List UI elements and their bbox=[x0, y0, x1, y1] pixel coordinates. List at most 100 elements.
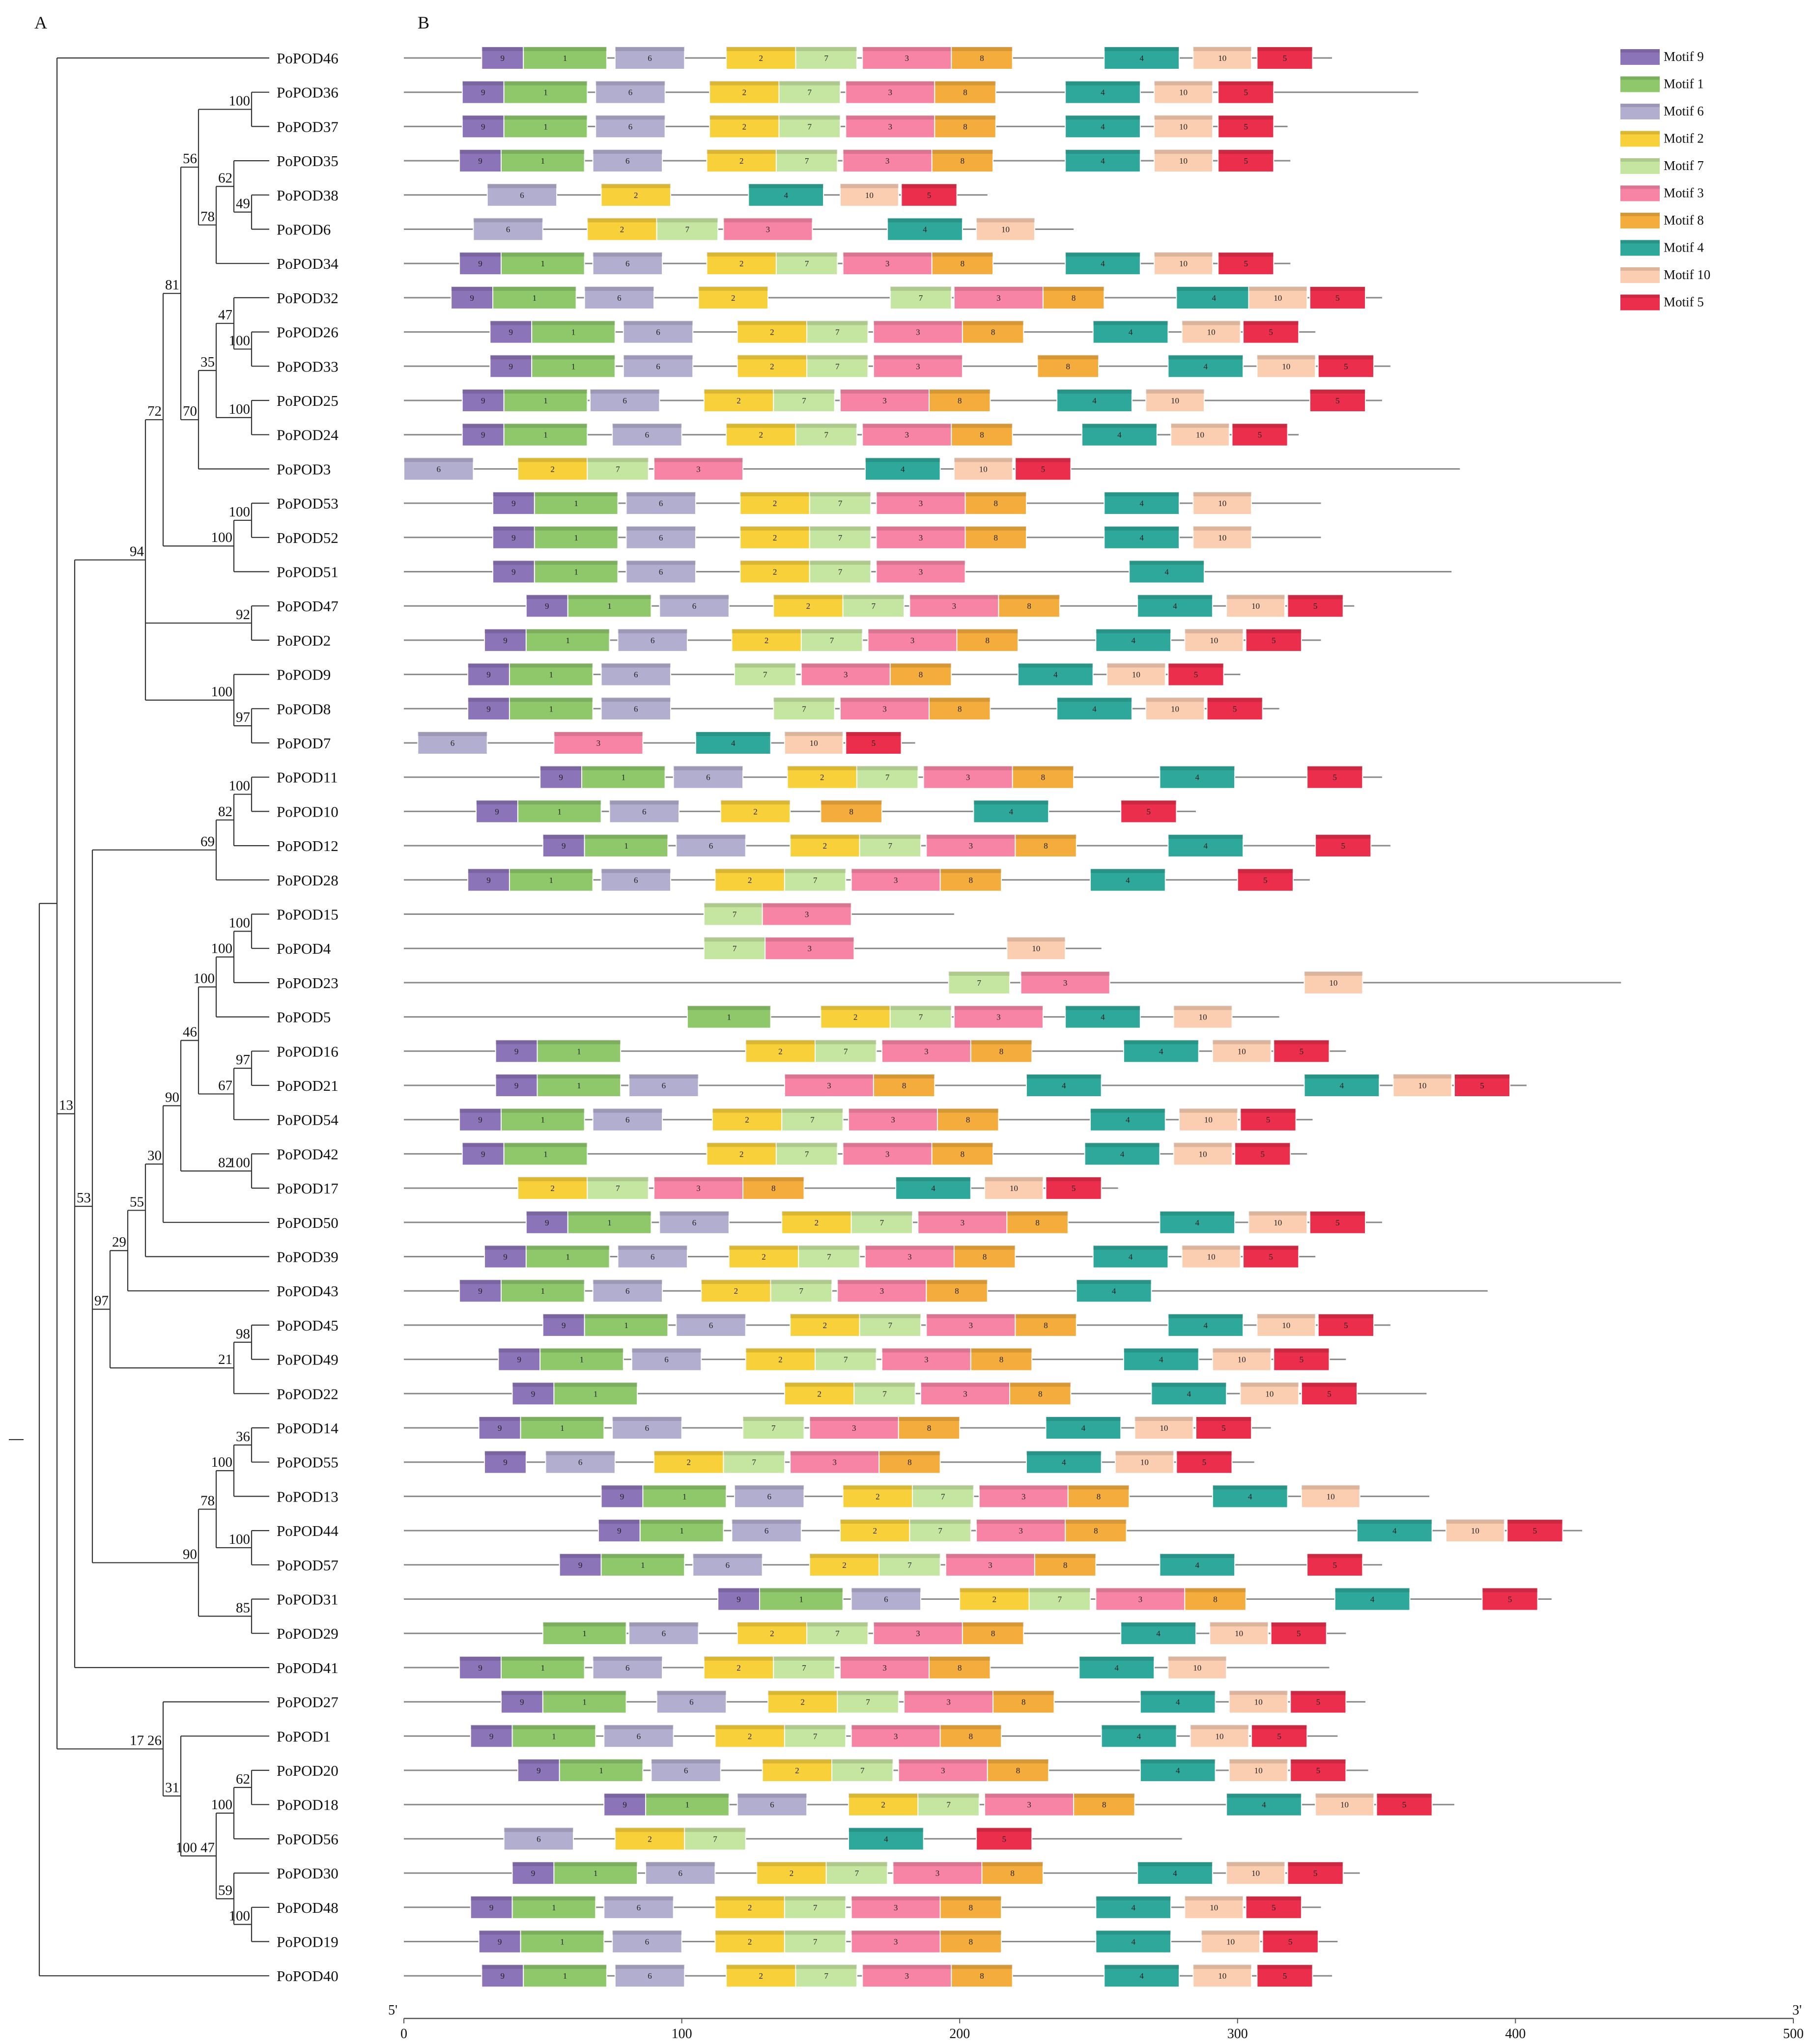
motif-box-shade bbox=[684, 1827, 746, 1832]
motif-box-fill bbox=[951, 46, 1013, 70]
motif-box: 10 bbox=[984, 1176, 1044, 1200]
motif-box-shade bbox=[1065, 1005, 1140, 1010]
motif-box-fill bbox=[1173, 1142, 1233, 1166]
motif-number: 9 bbox=[495, 807, 499, 816]
motif-box: 7 bbox=[742, 1416, 805, 1440]
motif-box: 4 bbox=[895, 1176, 971, 1200]
bootstrap-value: 31 bbox=[165, 1780, 179, 1795]
motif-box-shade bbox=[782, 1211, 851, 1216]
motif-box: 8 bbox=[1067, 1484, 1130, 1508]
motif-box: 5 bbox=[1245, 628, 1302, 652]
motif-box: 5 bbox=[1481, 1587, 1538, 1611]
motif-box-fill bbox=[587, 1176, 649, 1200]
motif-number: 5 bbox=[1244, 122, 1248, 131]
motif-box-shade bbox=[846, 115, 935, 120]
motif-box-fill bbox=[773, 1655, 835, 1679]
motif-box-fill bbox=[837, 1690, 899, 1714]
motif-box: 4 bbox=[1129, 560, 1205, 584]
motif-box-fill bbox=[742, 1416, 805, 1440]
motif-box-shade bbox=[773, 595, 843, 599]
motif-box-shade bbox=[704, 903, 765, 908]
motif-box: 9 bbox=[461, 423, 505, 447]
motif-box-shade bbox=[492, 492, 535, 497]
motif-box: 2 bbox=[959, 1587, 1030, 1611]
motif-box: 3 bbox=[984, 1792, 1075, 1817]
motif-number: 2 bbox=[823, 841, 827, 851]
motif-box-fill bbox=[484, 1450, 527, 1474]
motif-box-fill bbox=[520, 1930, 605, 1954]
motif-box: 3 bbox=[790, 1450, 880, 1474]
axis-tick-label: 0 bbox=[400, 2026, 407, 2042]
motif-number: 6 bbox=[648, 1971, 652, 1981]
motif-box-fill bbox=[1303, 1074, 1380, 1097]
legend-swatch-shade bbox=[1620, 267, 1660, 271]
motif-box-shade bbox=[601, 663, 671, 668]
motif-box-fill bbox=[584, 285, 655, 310]
motif-box-fill bbox=[1226, 1861, 1285, 1885]
motif-number: 7 bbox=[802, 1663, 806, 1673]
motif-box-fill bbox=[784, 868, 847, 892]
motif-box-shade bbox=[881, 1040, 971, 1045]
motif-box-fill bbox=[739, 560, 810, 584]
bootstrap-value: 46 bbox=[183, 1024, 197, 1040]
motif-box: 6 bbox=[676, 1313, 746, 1337]
motif-box-shade bbox=[837, 1690, 899, 1695]
motif-box: 1 bbox=[525, 628, 610, 652]
motif-box-shade bbox=[743, 1417, 804, 1421]
motif-box-fill bbox=[1181, 1245, 1241, 1269]
motif-number: 5 bbox=[1341, 841, 1345, 851]
motif-number: 4 bbox=[731, 738, 736, 748]
motif-box-shade bbox=[960, 1588, 1029, 1592]
motif-box-shade bbox=[1507, 1519, 1563, 1524]
motif-box-shade bbox=[542, 1313, 585, 1318]
motif-box: 4 bbox=[1065, 80, 1141, 104]
motif-box: 1 bbox=[584, 834, 669, 858]
motif-box: 5 bbox=[976, 1827, 1033, 1851]
motif-box: 4 bbox=[1334, 1587, 1411, 1611]
motif-box: 1 bbox=[600, 1553, 685, 1577]
motif-box: 4 bbox=[1092, 320, 1169, 344]
motif-number: 9 bbox=[503, 636, 508, 645]
sequence-name: PoPOD23 bbox=[277, 974, 339, 992]
motif-box: 2 bbox=[703, 1655, 774, 1679]
motif-box-shade bbox=[862, 423, 952, 428]
motif-number: 8 bbox=[961, 1149, 965, 1159]
motif-box-shade bbox=[1057, 697, 1132, 702]
motif-number: 9 bbox=[562, 841, 566, 851]
motif-box-shade bbox=[801, 628, 863, 633]
motif-box: 3 bbox=[898, 1759, 988, 1782]
motif-box-fill bbox=[1228, 1690, 1288, 1714]
motif-box: 2 bbox=[714, 1724, 785, 1748]
bootstrap-value: 53 bbox=[77, 1190, 91, 1206]
motif-box: 4 bbox=[1120, 1621, 1196, 1646]
motif-number: 8 bbox=[980, 1971, 984, 1981]
motif-number: 4 bbox=[1204, 362, 1208, 371]
motif-box-fill bbox=[612, 1930, 682, 1954]
motif-box: 7 bbox=[587, 457, 649, 481]
bootstrap-value: 17 bbox=[130, 1732, 144, 1748]
motif-box-shade bbox=[709, 115, 779, 120]
motif-box-fill bbox=[917, 1210, 1008, 1234]
motif-box-shade bbox=[1146, 389, 1204, 394]
motif-box-shade bbox=[718, 1588, 760, 1592]
motif-box-shade bbox=[534, 526, 618, 531]
motif-box-fill bbox=[909, 594, 999, 618]
motif-box-fill bbox=[714, 868, 785, 892]
motif-box-shade bbox=[1020, 971, 1110, 976]
motif-box-shade bbox=[1176, 1450, 1232, 1455]
motif-box: 2 bbox=[709, 80, 780, 104]
motif-box-fill bbox=[1453, 1074, 1511, 1097]
motif-number: 2 bbox=[748, 876, 752, 885]
motif-number: 3 bbox=[905, 54, 909, 63]
motif-number: 4 bbox=[1392, 1526, 1397, 1535]
motif-number: 2 bbox=[806, 601, 811, 611]
motif-number: 10 bbox=[1254, 1698, 1263, 1707]
motif-box: 5 bbox=[1290, 1759, 1347, 1782]
motif-box-fill bbox=[856, 765, 919, 789]
motif-box-fill bbox=[559, 1759, 644, 1782]
motif-number: 10 bbox=[1251, 1869, 1260, 1878]
motif-number: 5 bbox=[1508, 1595, 1512, 1604]
motif-box-shade bbox=[537, 1074, 621, 1079]
motif-box-shade bbox=[1074, 1793, 1135, 1798]
